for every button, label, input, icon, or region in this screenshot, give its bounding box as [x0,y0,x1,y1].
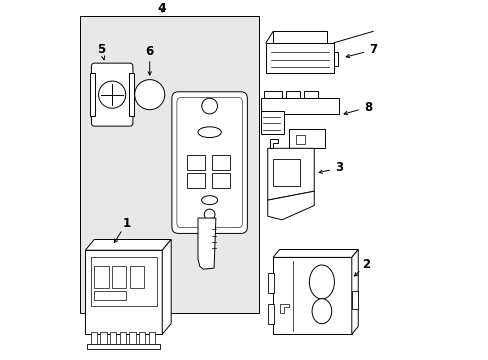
Ellipse shape [201,196,217,204]
Bar [100,333,106,347]
Bar [260,98,339,114]
Bar [187,172,205,188]
Bar [273,159,299,186]
Polygon shape [351,249,358,334]
Circle shape [202,98,217,114]
Text: 7: 7 [368,44,377,57]
Bar [110,333,116,347]
Polygon shape [273,249,358,257]
Bar [333,52,338,66]
Polygon shape [85,239,171,250]
Circle shape [204,209,215,220]
Bar [351,291,358,309]
Bar [129,333,136,347]
Bar [267,274,274,293]
Bar [87,344,160,348]
Text: 1: 1 [122,217,130,230]
Polygon shape [267,191,314,220]
Polygon shape [267,148,314,200]
Bar [94,291,126,300]
Bar [264,91,282,98]
Polygon shape [198,218,215,269]
Bar [90,333,97,347]
FancyBboxPatch shape [91,63,133,126]
Bar [265,43,333,73]
Bar [273,31,326,43]
Ellipse shape [311,299,331,324]
Bar [129,73,134,116]
Ellipse shape [309,265,334,299]
Bar [94,266,108,288]
Text: 2: 2 [361,258,369,271]
Polygon shape [269,139,278,148]
Bar [85,250,162,334]
Bar [90,73,95,116]
Bar [273,257,351,334]
Bar [260,111,283,134]
Bar [212,155,230,170]
FancyBboxPatch shape [172,92,247,233]
Bar [90,257,157,306]
Polygon shape [280,304,288,313]
Bar [288,129,325,148]
Bar [120,333,126,347]
Bar [303,91,317,98]
Text: 3: 3 [335,162,343,175]
Bar [296,135,305,144]
Bar [148,333,155,347]
Bar [112,266,126,288]
Text: 6: 6 [145,45,154,58]
Bar [139,333,145,347]
Text: 5: 5 [97,44,105,57]
Bar [130,266,144,288]
Circle shape [99,81,125,108]
Text: 4: 4 [158,2,166,15]
Bar [187,155,205,170]
Polygon shape [162,239,171,334]
Bar [212,172,230,188]
Bar [267,304,274,324]
Ellipse shape [198,127,221,138]
Circle shape [134,80,164,110]
Bar [285,91,299,98]
Bar [80,16,258,313]
Text: 8: 8 [363,101,371,114]
